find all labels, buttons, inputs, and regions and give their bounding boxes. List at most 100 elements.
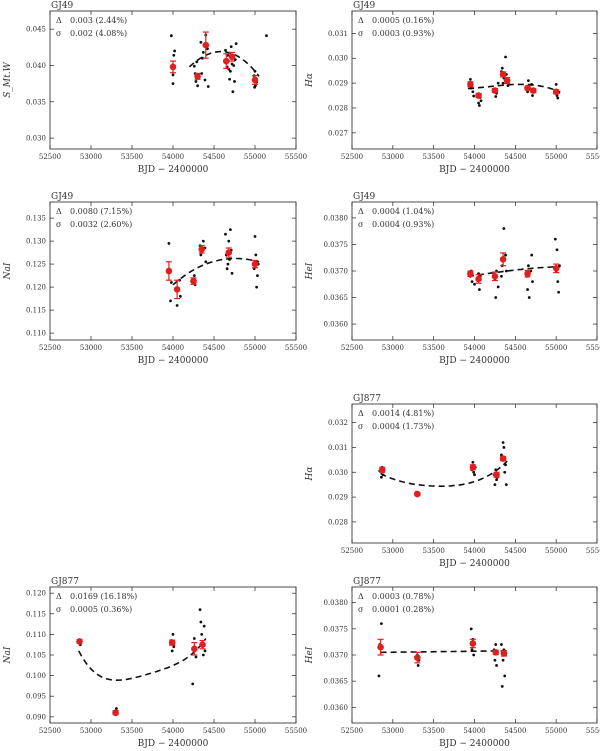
y-axis-label: NaI: [3, 262, 13, 280]
panel-gj49-hei-3: GJ49 52500 53000 53500 54000 54500 55000 55500 0…: [305, 192, 600, 366]
y-axis-label: Hα: [305, 467, 315, 482]
binned-point: [491, 273, 499, 280]
stat-symbol: σ: [56, 220, 62, 229]
data-point: [194, 655, 198, 659]
star-label: GJ49: [51, 192, 74, 202]
stat-value: 0.0005 (0.36%): [70, 605, 132, 614]
data-point: [253, 235, 257, 238]
stat-symbol: σ: [358, 605, 364, 614]
fit-curve: [467, 83, 561, 93]
x-tick-label: 54000: [463, 153, 485, 161]
data-point: [473, 473, 476, 477]
x-tick-label: 54500: [504, 547, 526, 555]
data-point: [527, 79, 530, 83]
y-axis-label: S_Mt.W: [3, 61, 13, 97]
data-point: [500, 66, 504, 70]
data-point: [253, 69, 257, 73]
data-point: [377, 674, 381, 678]
x-tick-label: 53000: [382, 153, 404, 161]
data-point: [203, 78, 207, 82]
y-tick-label: 0.0360: [324, 704, 349, 712]
y-tick-label: 0.029: [328, 80, 348, 88]
data-point: [171, 82, 175, 86]
data-point: [255, 285, 259, 289]
x-tick-label: 53000: [382, 547, 404, 555]
data-point: [225, 267, 229, 271]
data-point: [478, 104, 481, 107]
data-point: [265, 34, 268, 38]
data-point: [527, 296, 531, 299]
y-tick-label: 0.030: [26, 135, 46, 143]
binned-point: [169, 63, 177, 71]
x-tick-label: 53500: [423, 153, 445, 161]
x-tick-label: 53500: [423, 727, 445, 735]
data-point: [226, 262, 230, 266]
data-point: [502, 227, 506, 230]
binned-point: [202, 41, 210, 49]
stat-value: 0.0004 (1.04%): [372, 207, 434, 216]
data-point: [494, 643, 498, 646]
data-point: [201, 56, 204, 60]
data-point: [254, 84, 257, 88]
x-tick-label: 54000: [463, 547, 485, 555]
data-point: [504, 269, 508, 273]
binned-point: [191, 645, 198, 653]
x-tick-label: 55500: [285, 344, 307, 352]
data-point: [198, 608, 202, 612]
data-point: [233, 80, 236, 83]
y-tick-label: 0.027: [328, 129, 348, 137]
y-axis-label: HeI: [305, 262, 315, 280]
binned-point: [552, 88, 560, 96]
star-label: GJ49: [353, 192, 376, 202]
data-point: [470, 280, 474, 284]
y-tick-label: 0.028: [328, 518, 348, 526]
panel-gj877-h-4: GJ877 52500 53000 53500 54000 54500 55000 55500…: [305, 394, 600, 569]
panel-gj49-h-1: GJ49 52500 53000 53500 54000 54500 55000 55500 0…: [305, 1, 600, 175]
fit-curve: [467, 265, 561, 278]
panel-gj877-nai-5: GJ877 52500 53000 53500 54000 54500 55000 55500…: [3, 577, 307, 749]
y-tick-label: 0.040: [26, 62, 46, 70]
data-point: [496, 285, 500, 289]
x-tick-label: 54500: [504, 153, 526, 161]
y-tick-label: 0.100: [26, 672, 46, 680]
y-axis-label: HeI: [305, 646, 315, 664]
data-point: [554, 82, 558, 86]
x-tick-label: 54500: [203, 153, 225, 161]
data-point: [472, 94, 476, 98]
x-tick-label: 55500: [285, 153, 307, 161]
y-tick-label: 0.0375: [324, 241, 349, 249]
stat-symbol: σ: [358, 220, 364, 229]
data-point: [471, 460, 475, 464]
data-point: [380, 622, 383, 626]
y-tick-label: 0.110: [26, 631, 46, 639]
x-tick-label: 53500: [423, 344, 445, 352]
data-point: [496, 81, 500, 85]
data-point: [469, 77, 472, 81]
y-tick-label: 0.095: [26, 693, 46, 701]
y-tick-label: 0.090: [26, 713, 46, 721]
data-point: [495, 478, 498, 482]
x-tick-label: 53000: [80, 153, 102, 161]
x-tick-label: 53500: [121, 153, 143, 161]
data-point: [530, 82, 534, 86]
x-tick-label: 54500: [504, 344, 526, 352]
y-tick-label: 0.030: [328, 469, 348, 477]
stat-symbol: Δ: [56, 207, 62, 216]
data-point: [171, 73, 175, 77]
y-tick-label: 0.125: [26, 261, 46, 269]
y-tick-label: 0.0360: [324, 321, 349, 329]
fit-curve: [172, 257, 260, 286]
x-tick-label: 54500: [203, 344, 225, 352]
data-point: [381, 473, 385, 477]
data-point: [229, 228, 232, 232]
data-point: [501, 658, 505, 662]
binned-point: [499, 71, 507, 78]
stat-value: 0.0014 (4.81%): [372, 409, 434, 418]
x-axis-label: BJD − 2400000: [439, 739, 510, 749]
data-point: [416, 664, 420, 667]
binned-point: [223, 57, 230, 65]
data-point: [501, 441, 505, 444]
fit-curve: [188, 50, 260, 77]
binned-point: [228, 53, 236, 61]
binned-point: [225, 249, 233, 256]
